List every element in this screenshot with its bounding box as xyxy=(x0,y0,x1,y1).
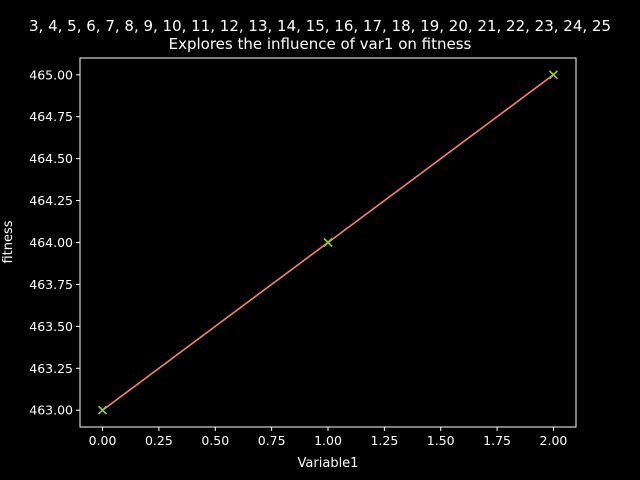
plot-layer xyxy=(97,70,559,415)
x-tick-label: 1.00 xyxy=(314,433,342,448)
x-tick-label: 1.75 xyxy=(483,433,511,448)
x-axis-label: Variable1 xyxy=(298,456,359,471)
x-tick-label: 0.50 xyxy=(201,433,229,448)
title-area: 3, 4, 5, 6, 7, 8, 9, 10, 11, 12, 13, 14,… xyxy=(0,0,640,60)
y-tick-label: 464.50 xyxy=(29,151,73,166)
chart-title: 3, 4, 5, 6, 7, 8, 9, 10, 11, 12, 13, 14,… xyxy=(29,17,611,35)
data-point-marker xyxy=(323,237,333,248)
x-tick-label: 0.75 xyxy=(258,433,286,448)
x-axis: 0.00 0.25 0.50 0.75 1.00 1.25 1.50 1.75 2.00 xyxy=(89,427,568,448)
y-tick-label: 464.75 xyxy=(29,109,73,124)
y-axis: 463.00 463.25 463.50 463.75 464.00 464.25 464.… xyxy=(29,67,80,418)
x-tick-label: 2.00 xyxy=(540,433,568,448)
y-tick-label: 465.00 xyxy=(29,67,73,82)
y-tick-label: 463.50 xyxy=(29,319,73,334)
x-tick-label: 0.00 xyxy=(89,433,117,448)
y-tick-label: 463.25 xyxy=(29,361,73,376)
x-tick-label: 1.25 xyxy=(370,433,398,448)
y-tick-label: 463.00 xyxy=(29,403,73,418)
x-tick-label: 0.25 xyxy=(145,433,173,448)
chart-subtitle: Explores the influence of var1 on fitnes… xyxy=(168,35,472,53)
y-tick-label: 464.00 xyxy=(29,235,73,250)
x-tick-label: 1.50 xyxy=(427,433,455,448)
data-point-marker xyxy=(548,70,559,80)
y-tick-label: 463.75 xyxy=(29,277,73,292)
y-axis-label: fitness xyxy=(1,220,16,263)
y-tick-label: 464.25 xyxy=(29,193,73,208)
data-point-marker xyxy=(97,405,108,415)
